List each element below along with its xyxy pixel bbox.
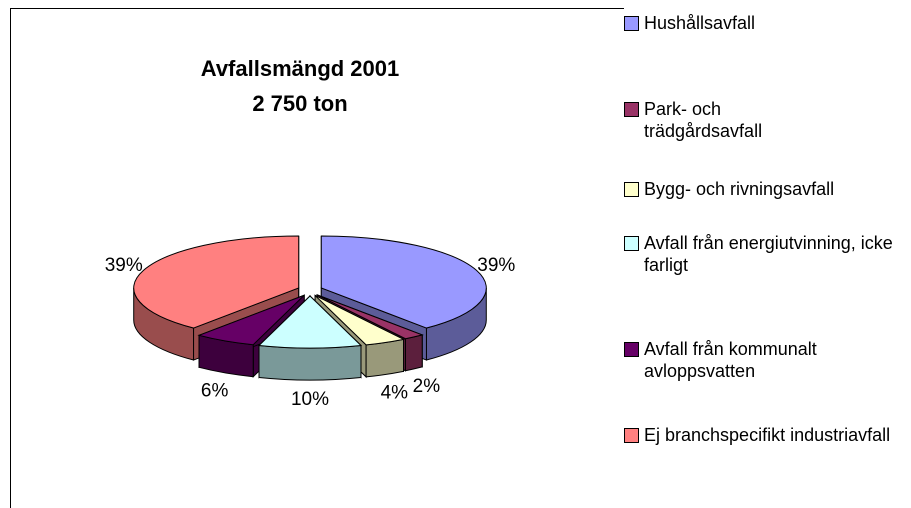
slice-top [257, 295, 363, 349]
slice [257, 294, 363, 381]
legend-item: Ej branchspecifikt industriavfall [624, 424, 906, 446]
slice-top [314, 294, 406, 346]
slice-top [320, 235, 487, 329]
slice-top [197, 294, 305, 346]
legend-swatch [624, 428, 639, 443]
data-label: 6% [201, 381, 229, 402]
legend: Hushållsavfall Park- och trädgårdsavfall B… [624, 0, 911, 508]
data-label: 39% [477, 255, 515, 276]
data-label: 39% [105, 255, 143, 276]
legend-label: Avfall från energiutvinning, icke farlig… [644, 233, 893, 275]
legend-item: Avfall från kommunalt avloppsvatten [624, 338, 906, 382]
slice-side [365, 338, 405, 378]
legend-label: Bygg- och rivningsavfall [644, 179, 835, 199]
legend-item: Bygg- och rivningsavfall [624, 178, 906, 200]
legend-label: Park- och trädgårdsavfall [644, 99, 763, 141]
legend-swatch [624, 182, 639, 197]
data-label: 10% [291, 389, 329, 410]
data-label: 4% [381, 383, 409, 404]
legend-swatch [624, 236, 639, 251]
slice-side [404, 334, 423, 372]
legend-item: Hushållsavfall [624, 12, 906, 34]
legend-swatch [624, 342, 639, 357]
slice-side [258, 344, 362, 381]
data-label: 2% [413, 376, 441, 397]
legend-label: Avfall från kommunalt avloppsvatten [644, 339, 817, 381]
chart-subtitle: 2 750 ton [252, 91, 347, 116]
chart: Avfallsmängd 2001 2 750 ton 39% 2%4% 10% 6%… [10, 8, 624, 508]
legend-swatch [624, 102, 639, 117]
legend-item: Avfall från energiutvinning, icke farlig… [624, 232, 906, 276]
slice-top [316, 294, 424, 340]
legend-label: Hushållsavfall [644, 13, 756, 33]
slice-top [133, 235, 300, 329]
chart-title: Avfallsmängd 2001 [201, 56, 400, 81]
legend-label: Ej branchspecifikt industriavfall [644, 425, 891, 445]
legend-item: Park- och trädgårdsavfall [624, 98, 834, 142]
legend-swatch [624, 16, 639, 31]
